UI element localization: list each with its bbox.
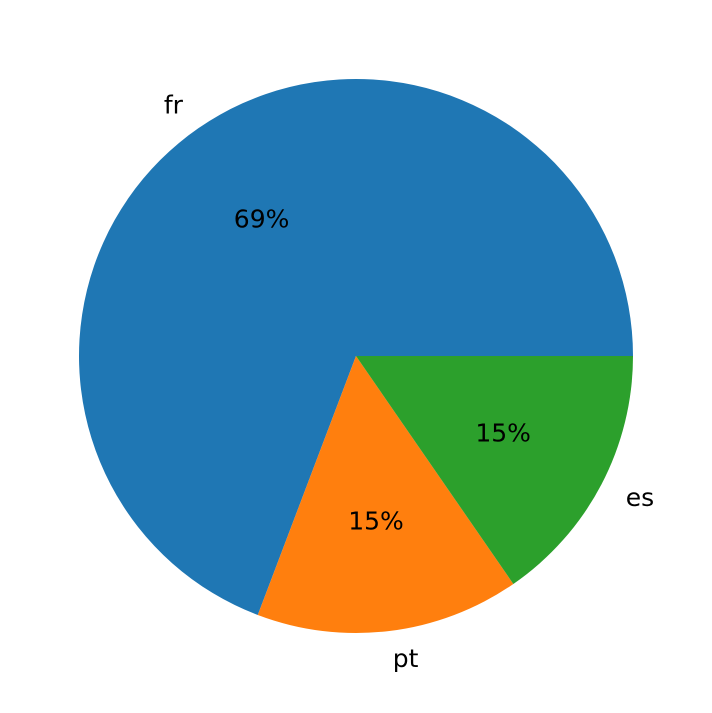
labels: fr 69% pt 15% es 15% <box>164 91 654 673</box>
category-label-fr: fr <box>164 91 184 120</box>
percent-label-fr: 69% <box>234 205 290 234</box>
percent-label-pt: 15% <box>348 506 404 535</box>
wedges <box>78 79 633 633</box>
category-label-es: es <box>626 483 654 512</box>
wedge-es <box>356 356 633 584</box>
percent-label-es: 15% <box>475 419 531 448</box>
wedge-fr <box>78 79 633 615</box>
wedge-pt <box>257 356 514 633</box>
category-label-pt: pt <box>393 644 419 673</box>
